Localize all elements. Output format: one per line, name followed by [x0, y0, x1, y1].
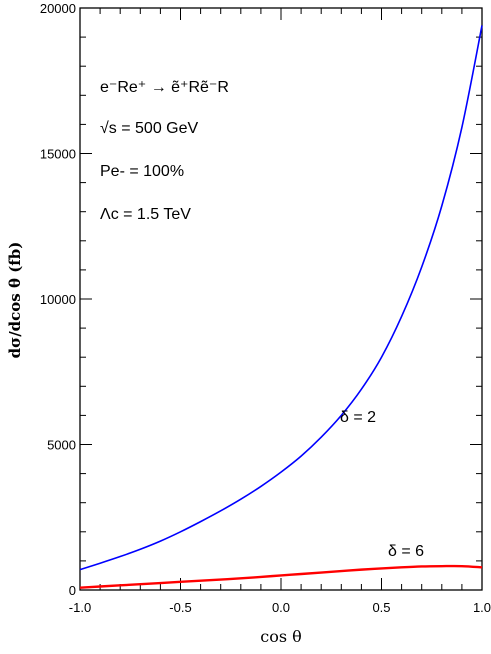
y-tick-label: 10000 [40, 292, 76, 307]
curves [79, 25, 483, 589]
series-label-delta-2: δ = 2 [340, 409, 376, 426]
x-tick-label: 0.5 [372, 600, 390, 615]
y-tick-label: 15000 [40, 147, 76, 162]
annotation-lambda: Λc = 1.5 TeV [100, 206, 191, 223]
x-tick-label: 0.0 [272, 600, 290, 615]
x-tick-label: 1.0 [473, 600, 491, 615]
annotation-sqrt-s: √s = 500 GeV [100, 120, 199, 137]
y-axis-label: dσ/dcos θ (fb) [6, 242, 24, 359]
x-tick-label: -0.5 [169, 600, 191, 615]
series-label-delta-6: δ = 6 [388, 543, 424, 560]
annotation-polarization: Pe- = 100% [100, 163, 184, 180]
y-tick-label: 0 [69, 583, 76, 598]
series-line-delta-2 [79, 25, 483, 571]
x-axis-label: cos θ [260, 627, 302, 646]
y-tick-label: 20000 [40, 1, 76, 16]
y-tick-label: 5000 [47, 438, 76, 453]
annotation-process: e⁻Re⁺ → ẽ⁺Rẽ⁻R [100, 79, 229, 96]
axis-ticks: -1.0 -0.5 0.0 0.5 1.0 0 5000 10000 15000 20000 [40, 1, 491, 615]
x-tick-label: -1.0 [69, 600, 91, 615]
series-line-delta-6 [79, 564, 483, 589]
